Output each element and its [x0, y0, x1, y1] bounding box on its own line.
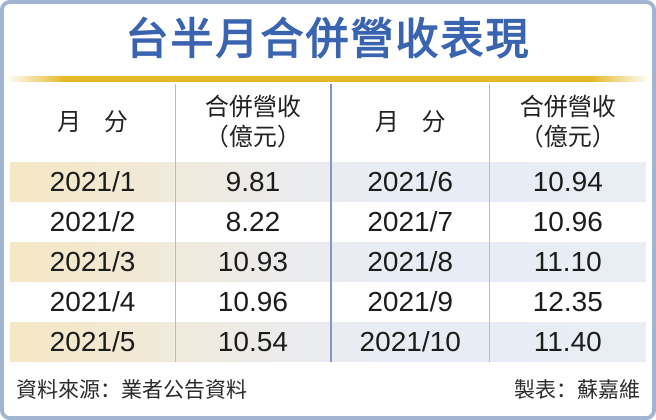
header-month-left: 月 分 [10, 84, 176, 162]
data-source-label: 資料來源：業者公告資料 [16, 379, 247, 402]
revenue-cell: 11.10 [533, 246, 602, 277]
month-cell: 2021/5 [10, 322, 176, 362]
header-month-right-label: 月 分 [374, 109, 454, 136]
title-bar: 台半月合併營收表現 [4, 4, 652, 76]
revenue-cell: 9.81 [176, 162, 332, 202]
month-cell: 2021/4 [10, 282, 176, 322]
page-title: 台半月合併營收表現 [125, 15, 531, 64]
month-cell: 2021/9 [332, 282, 490, 322]
month-cell: 2021/8 [332, 242, 490, 282]
header-revenue-right: 合併營收 （億元） [490, 84, 646, 162]
gold-divider [6, 76, 650, 82]
table-row: 2021/2 8.22 2021/7 10.96 [10, 202, 646, 242]
month-cell: 2021/6 [332, 162, 490, 202]
table-row: 2021/3 10.93 2021/8 11.10 [10, 242, 646, 282]
revenue-cell: 10.94 [532, 166, 603, 197]
header-revenue-left-line2: （億元） [204, 124, 301, 151]
month-cell: 2021/7 [332, 202, 490, 242]
revenue-table: 月 分 合併營收 （億元） 月 分 合併營收 （億元） 2021/1 9.81 … [10, 84, 646, 362]
month-cell: 2021/1 [10, 162, 176, 202]
header-revenue-right-line1: 合併營收 [519, 94, 616, 121]
month-cell: 2021/3 [10, 242, 176, 282]
header-month-right: 月 分 [332, 84, 490, 162]
table-row: 2021/1 9.81 2021/6 10.94 [10, 162, 646, 202]
footer: 資料來源：業者公告資料 製表：蘇嘉維 [4, 362, 652, 404]
month-cell: 2021/2 [10, 202, 176, 242]
table-header-row: 月 分 合併營收 （億元） 月 分 合併營收 （億元） [10, 84, 646, 162]
revenue-cell: 10.93 [176, 242, 332, 282]
revenue-cell: 10.96 [176, 282, 332, 322]
header-month-left-label: 月 分 [57, 109, 136, 136]
revenue-cell: 11.40 [533, 326, 602, 357]
revenue-cell: 10.96 [532, 206, 603, 237]
table-row: 2021/5 10.54 2021/10 11.40 [10, 322, 646, 362]
header-revenue-right-line2: （億元） [519, 124, 616, 151]
header-revenue-left: 合併營收 （億元） [176, 84, 332, 162]
revenue-cell: 10.54 [176, 322, 332, 362]
table-row: 2021/4 10.96 2021/9 12.35 [10, 282, 646, 322]
revenue-cell: 12.35 [532, 286, 603, 317]
month-cell: 2021/10 [332, 322, 490, 362]
revenue-cell: 8.22 [176, 202, 332, 242]
credit-label: 製表：蘇嘉維 [514, 379, 640, 402]
header-revenue-left-line1: 合併營收 [204, 94, 301, 121]
